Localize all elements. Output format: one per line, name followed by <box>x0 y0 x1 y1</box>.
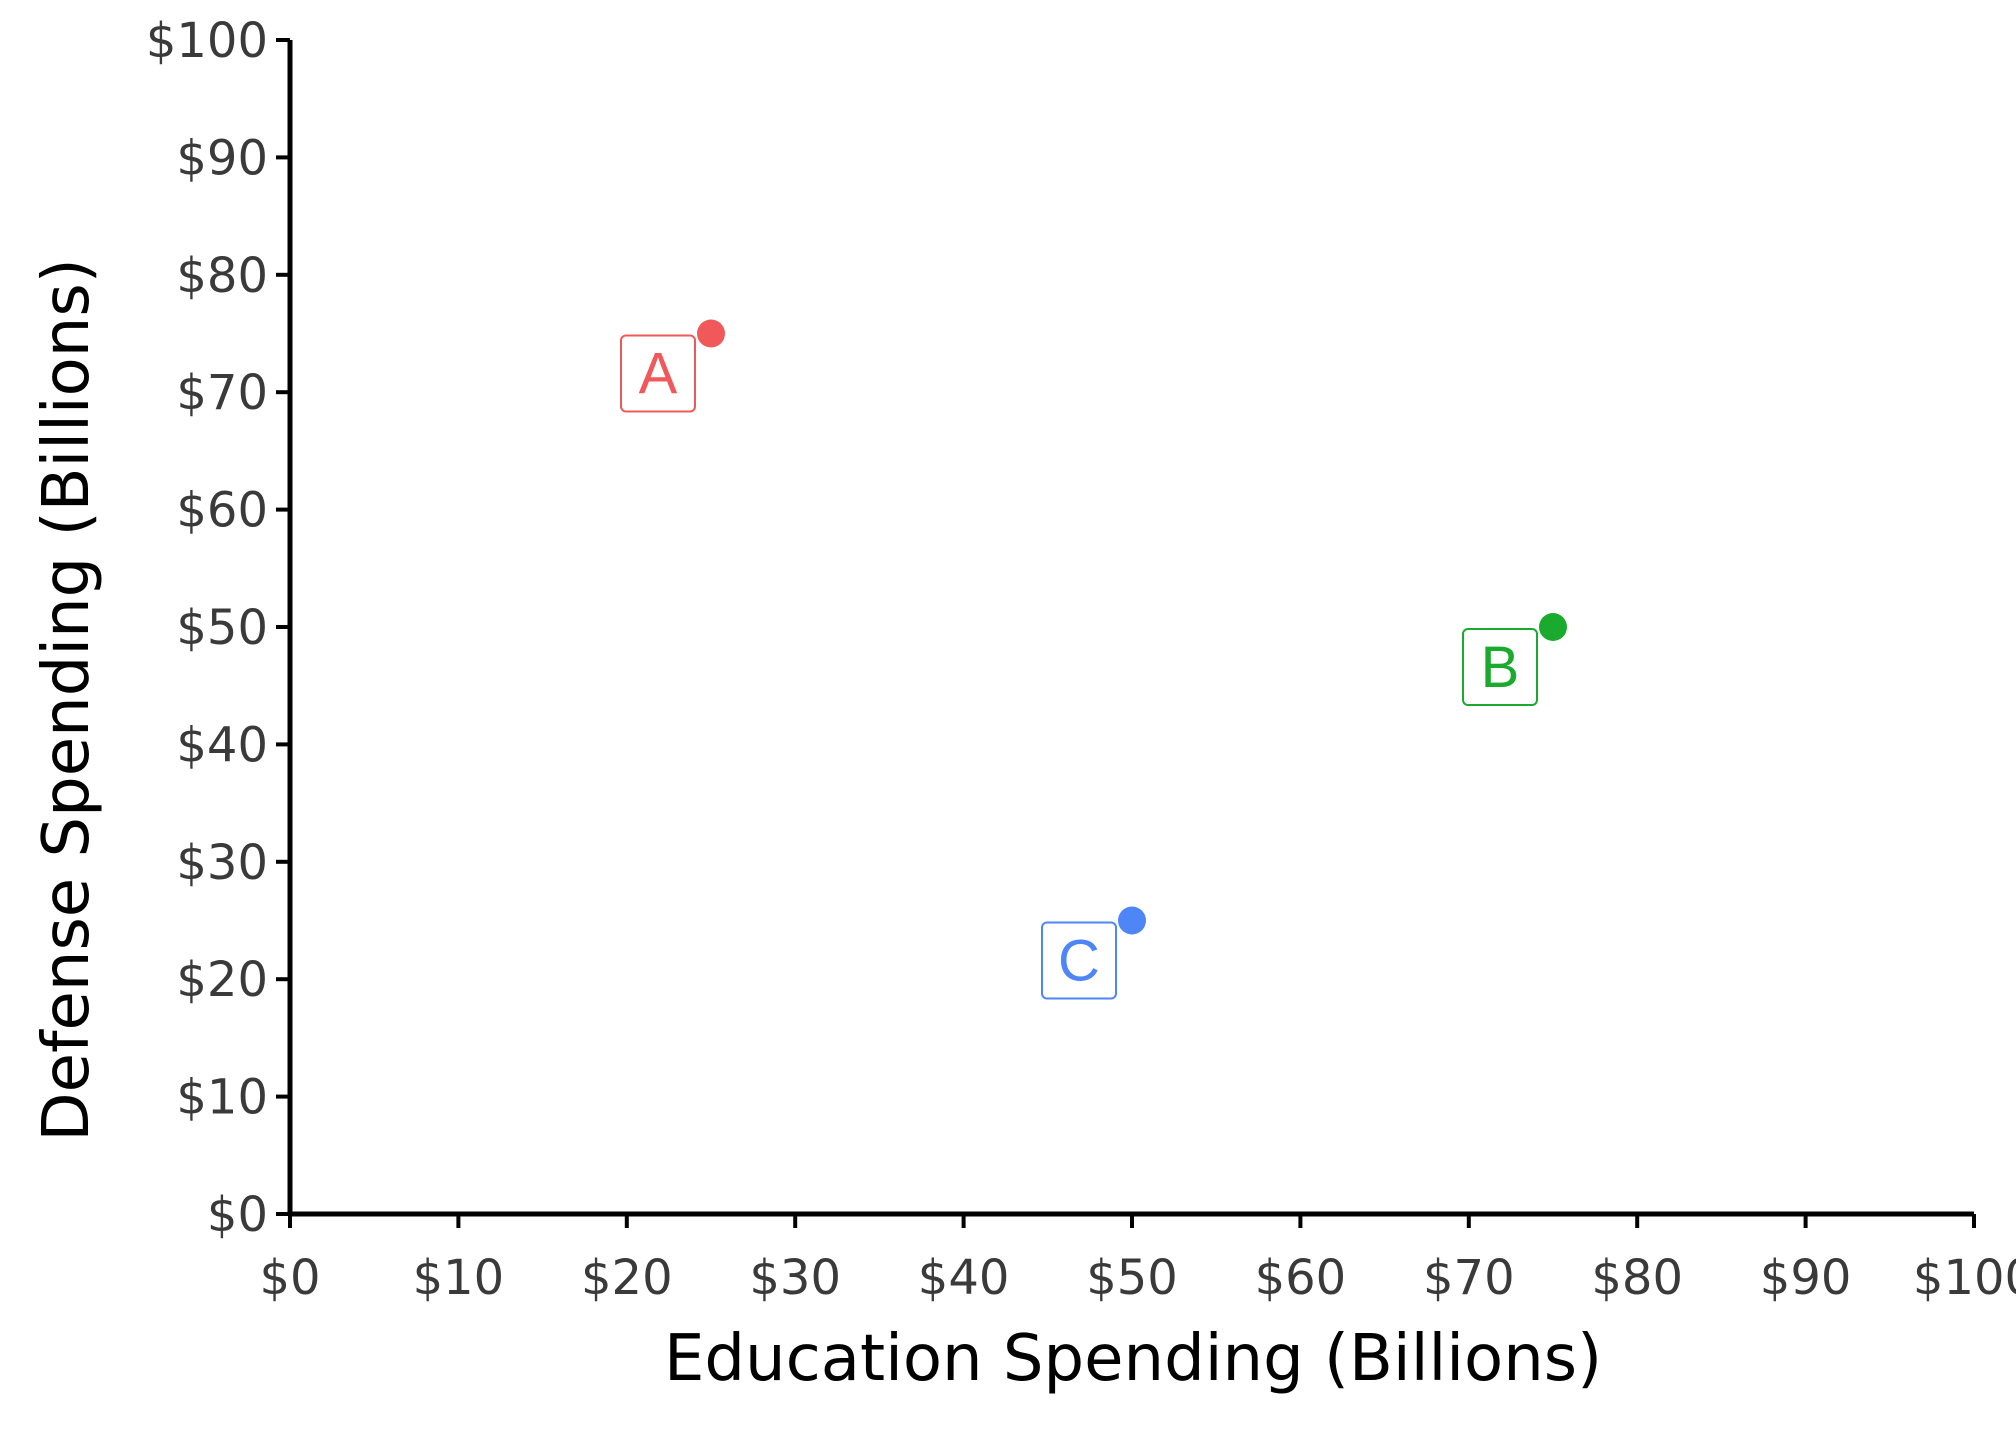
y-tick-label: $40 <box>176 717 268 773</box>
x-tick-label: $80 <box>1591 1250 1683 1306</box>
y-tick-label: $10 <box>176 1070 268 1126</box>
y-tick-label: $0 <box>207 1187 268 1243</box>
x-tick-label: $10 <box>413 1250 505 1306</box>
x-tick-label: $0 <box>259 1250 320 1306</box>
x-tick-label: $90 <box>1760 1250 1852 1306</box>
y-tick-label: $80 <box>176 248 268 304</box>
y-tick-label: $30 <box>176 835 268 891</box>
y-axis-ticks: $0 $10 $20 $30 $40 $50 $60 $70 $80 $90 $100 <box>146 13 290 1243</box>
point-label: A <box>639 342 678 407</box>
data-point <box>697 319 725 348</box>
y-axis-title: Defense Spending (Billions) <box>30 258 104 1141</box>
y-tick-label: $100 <box>146 13 268 69</box>
x-tick-label: $70 <box>1423 1250 1515 1306</box>
y-tick-label: $60 <box>176 483 268 539</box>
y-tick-label: $70 <box>176 365 268 421</box>
data-point <box>1539 613 1567 641</box>
x-tick-label: $20 <box>581 1250 673 1306</box>
x-axis-title: Education Spending (Billions) <box>664 1322 1602 1396</box>
point-label: B <box>1481 635 1520 700</box>
y-tick-label: $50 <box>176 600 268 656</box>
y-tick-label: $20 <box>176 952 268 1008</box>
y-tick-label: $90 <box>176 130 268 186</box>
x-tick-label: $30 <box>749 1250 841 1306</box>
point-label-box <box>1041 921 1117 1000</box>
point-label-box <box>620 334 696 413</box>
x-tick-label: $40 <box>918 1250 1010 1306</box>
point-label-box <box>1462 628 1538 706</box>
data-point <box>1118 906 1146 935</box>
x-tick-label: $100 <box>1913 1250 2016 1306</box>
x-tick-label: $60 <box>1255 1250 1347 1306</box>
x-axis-ticks: $0 $10 $20 $30 $40 $50 $60 $70 $80 $90 $100 <box>259 1214 2016 1306</box>
data-points: A B C <box>620 319 1567 1000</box>
x-tick-label: $50 <box>1086 1250 1178 1306</box>
point-label: C <box>1058 929 1100 994</box>
